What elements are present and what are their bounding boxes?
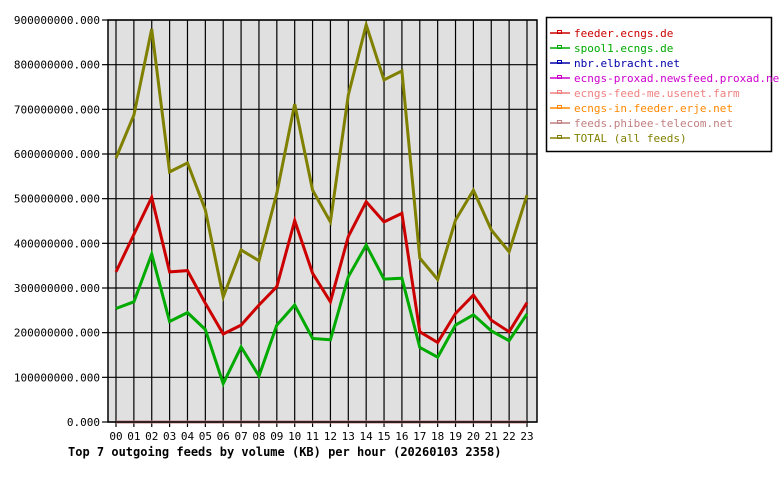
- x-tick-label: 09: [270, 430, 283, 443]
- x-tick-label: 23: [520, 430, 533, 443]
- legend-marker-icon: [557, 120, 562, 124]
- x-tick-label: 12: [324, 430, 337, 443]
- legend-item: ecngs-in.feeder.erje.net: [550, 102, 733, 115]
- legend-label: ecngs-feed-me.usenet.farm: [574, 87, 740, 100]
- x-tick-label: 16: [395, 430, 408, 443]
- legend-marker-icon: [557, 45, 562, 49]
- legend-item: TOTAL (all feeds): [550, 132, 687, 145]
- x-tick-label: 07: [234, 430, 247, 443]
- chart-title: Top 7 outgoing feeds by volume (KB) per …: [68, 445, 501, 459]
- x-tick-label: 03: [163, 430, 176, 443]
- y-tick-label: 0.000: [67, 416, 100, 429]
- y-tick-label: 600000000.000: [14, 148, 100, 161]
- legend-item: feeds.phibee-telecom.net: [550, 117, 733, 130]
- x-tick-label: 11: [306, 430, 319, 443]
- plot-border: [107, 19, 538, 423]
- x-tick-label: 00: [109, 430, 122, 443]
- y-tick-label: 500000000.000: [14, 193, 100, 206]
- series-line-feeder-ecngs-de: [114, 192, 529, 345]
- legend-item: ecngs-proxad.newsfeed.proxad.net: [550, 72, 780, 85]
- x-tick-label: 08: [252, 430, 265, 443]
- legend: feeder.ecngs.de spool1.ecngs.de nbr.elbrac…: [545, 16, 780, 153]
- legend-item: nbr.elbracht.net: [550, 57, 680, 70]
- x-tick-label: 18: [431, 430, 444, 443]
- y-tick-label: 700000000.000: [14, 103, 100, 116]
- legend-label: spool1.ecngs.de: [574, 42, 673, 55]
- x-tick-label: 17: [413, 430, 426, 443]
- x-axis: 00 01 02 03 04 05 06 07 08 09 10 11 12 13 14 15 16 17 18 19…: [109, 422, 534, 443]
- y-tick-label: 300000000.000: [14, 282, 100, 295]
- x-tick-label: 10: [288, 430, 301, 443]
- legend-marker-icon: [557, 30, 562, 34]
- x-tick-label: 02: [145, 430, 158, 443]
- y-axis: 0.000 100000000.000 200000000.000 300000000…: [14, 14, 108, 429]
- legend-label: ecngs-proxad.newsfeed.proxad.net: [574, 72, 780, 85]
- y-tick-label: 900000000.000: [14, 14, 100, 27]
- legend-marker-icon: [557, 90, 562, 94]
- x-tick-label: 21: [485, 430, 498, 443]
- series-line-total-all-feeds-: [114, 19, 529, 303]
- x-tick-label: 01: [127, 430, 140, 443]
- legend-label: feeder.ecngs.de: [574, 27, 673, 40]
- y-tick-label: 400000000.000: [14, 237, 100, 250]
- plot-area: [108, 20, 537, 422]
- legend-marker-icon: [557, 60, 562, 64]
- x-tick-label: 04: [181, 430, 195, 443]
- x-tick-label: 13: [342, 430, 355, 443]
- x-tick-label: 15: [377, 430, 390, 443]
- legend-marker-icon: [557, 105, 562, 109]
- legend-label: feeds.phibee-telecom.net: [574, 117, 733, 130]
- legend-item: feeder.ecngs.de: [550, 27, 673, 40]
- x-tick-label: 22: [503, 430, 516, 443]
- legend-item: ecngs-feed-me.usenet.farm: [550, 87, 740, 100]
- legend-marker-icon: [557, 135, 562, 139]
- legend-label: nbr.elbracht.net: [574, 57, 680, 70]
- y-tick-label: 800000000.000: [14, 59, 100, 72]
- x-tick-label: 05: [199, 430, 212, 443]
- y-tick-label: 100000000.000: [14, 371, 100, 384]
- x-tick-label: 19: [449, 430, 462, 443]
- y-tick-label: 200000000.000: [14, 327, 100, 340]
- legend-box: [545, 16, 773, 153]
- x-tick-label: 20: [467, 430, 480, 443]
- legend-marker-icon: [557, 75, 562, 79]
- series-line-spool1-ecngs-de: [115, 241, 529, 388]
- legend-label: ecngs-in.feeder.erje.net: [574, 102, 733, 115]
- legend-label: TOTAL (all feeds): [574, 132, 687, 145]
- x-tick-label: 06: [217, 430, 230, 443]
- legend-item: spool1.ecngs.de: [550, 42, 673, 55]
- x-tick-label: 14: [360, 430, 374, 443]
